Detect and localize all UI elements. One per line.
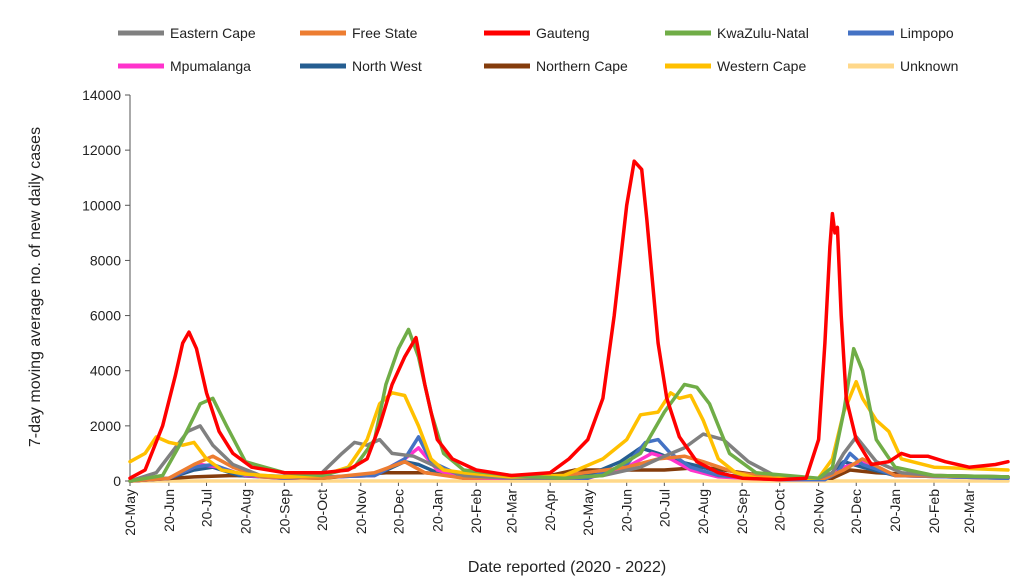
x-tick-label: 20-Jun (619, 489, 635, 532)
y-axis: 0 2000 4000 6000 8000 10000 12000 14000 (82, 87, 131, 489)
x-tick-label: 20-Jan (429, 489, 445, 532)
legend-label: Limpopo (900, 25, 954, 41)
x-axis: 20-May 20-Jun 20-Jul 20-Aug 20-Sep 20-Oct 20-N… (122, 480, 1008, 536)
y-tick-label: 14000 (82, 87, 121, 103)
x-tick-label: 20-Oct (314, 489, 330, 531)
y-axis-title: 7-day moving average no. of new daily ca… (27, 127, 44, 447)
y-tick-label: 8000 (90, 252, 121, 268)
x-tick-label: 20-Sep (276, 489, 292, 534)
y-tick-label: 6000 (90, 308, 121, 324)
series-line-eastern-cape (128, 424, 1010, 483)
legend-label: Gauteng (536, 25, 590, 41)
x-tick-label: 20-Jan (887, 489, 903, 532)
series-line-gauteng (128, 159, 1010, 482)
x-tick-label: 20-Mar (503, 489, 519, 534)
x-tick-label: 20-Jun (161, 489, 177, 532)
legend-label: North West (352, 58, 422, 74)
legend: Eastern Cape Free State Gauteng KwaZulu-Nat… (118, 25, 958, 74)
legend-label: Western Cape (717, 58, 806, 74)
x-tick-label: 20-Jul (656, 489, 672, 527)
x-tick-label: 20-Dec (848, 489, 864, 534)
x-tick-label: 20-May (580, 489, 596, 536)
x-tick-label: 20-Jul (199, 489, 215, 527)
plot-area (128, 159, 1010, 483)
x-axis-title: Date reported (2020 - 2022) (468, 559, 666, 576)
legend-label: Northern Cape (536, 58, 628, 74)
y-tick-label: 10000 (82, 197, 121, 213)
y-tick-label: 4000 (90, 363, 121, 379)
legend-label: KwaZulu-Natal (717, 25, 809, 41)
legend-label: Free State (352, 25, 418, 41)
x-tick-label: 20-Apr (542, 489, 558, 531)
legend-label: Mpumalanga (170, 58, 251, 74)
x-tick-label: 20-Aug (695, 489, 711, 534)
x-tick-label: 20-May (122, 489, 138, 536)
x-tick-label: 20-Feb (926, 489, 942, 534)
legend-label: Unknown (900, 58, 958, 74)
x-tick-label: 20-Feb (468, 489, 484, 534)
y-tick-label: 0 (113, 473, 121, 489)
legend-label: Eastern Cape (170, 25, 256, 41)
x-tick-label: 20-Aug (237, 489, 253, 534)
x-tick-label: 20-Dec (390, 489, 406, 534)
y-tick-label: 2000 (90, 418, 121, 434)
x-tick-label: 20-Oct (772, 489, 788, 531)
x-tick-label: 20-Nov (811, 489, 827, 534)
x-tick-label: 20-Nov (353, 489, 369, 534)
x-tick-label: 20-Mar (961, 489, 977, 534)
y-tick-label: 12000 (82, 142, 121, 158)
x-tick-label: 20-Sep (734, 489, 750, 534)
